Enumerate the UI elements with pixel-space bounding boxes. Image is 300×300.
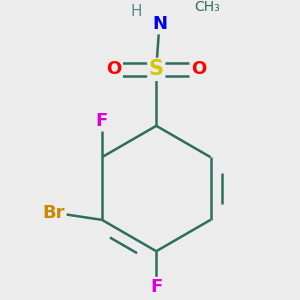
- Text: CH₃: CH₃: [194, 0, 220, 14]
- Text: O: O: [106, 60, 122, 78]
- Text: F: F: [150, 278, 162, 296]
- Text: N: N: [152, 15, 167, 33]
- Text: S: S: [149, 59, 164, 80]
- Text: H: H: [130, 4, 142, 19]
- Text: O: O: [191, 60, 206, 78]
- Text: Br: Br: [43, 204, 65, 222]
- Text: F: F: [96, 112, 108, 130]
